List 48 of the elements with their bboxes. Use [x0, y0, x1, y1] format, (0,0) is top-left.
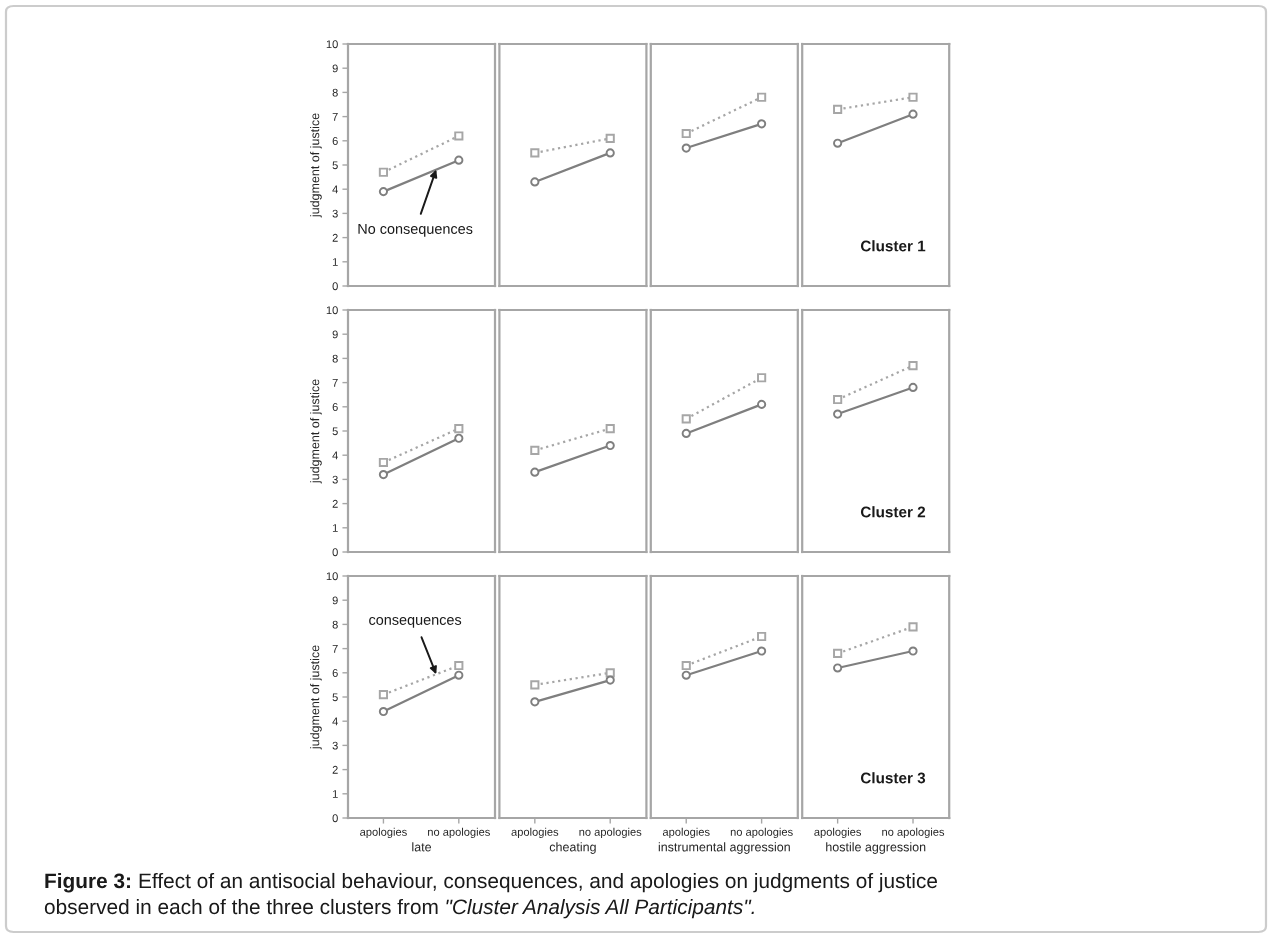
- point: [454, 155, 464, 165]
- text: observed in each of the three clusters from: [44, 898, 438, 915]
- point: [605, 675, 615, 685]
- point: [908, 92, 918, 102]
- point: [908, 382, 918, 393]
- point: [681, 414, 691, 424]
- point: [757, 92, 767, 102]
- point: [378, 187, 389, 197]
- caption: Figure 3:: [45, 872, 130, 893]
- point: [530, 467, 540, 477]
- point: [378, 690, 389, 700]
- point: [757, 119, 767, 129]
- point: [833, 409, 843, 419]
- point: [530, 445, 540, 455]
- point: [908, 361, 918, 371]
- point: [833, 394, 843, 405]
- point: [757, 631, 767, 642]
- point: [681, 660, 691, 671]
- point: [454, 660, 464, 671]
- point: [908, 109, 918, 119]
- point: [908, 622, 918, 632]
- point: [454, 670, 464, 680]
- point: [605, 668, 615, 678]
- point: [530, 697, 540, 707]
- point: [908, 646, 918, 656]
- point: [454, 131, 464, 141]
- point: [757, 646, 767, 656]
- point: [833, 648, 843, 659]
- point: [833, 138, 843, 148]
- point: [454, 424, 464, 434]
- point: [757, 373, 767, 383]
- point: [681, 128, 691, 139]
- point: [681, 428, 691, 438]
- point: [378, 469, 389, 480]
- point: [681, 143, 691, 153]
- point: [378, 457, 389, 468]
- point: [681, 670, 691, 680]
- point: [378, 706, 389, 717]
- text: Effect of an antisocial behaviour, consequences, and apologies on judgments of justice: [139, 872, 938, 893]
- point: [378, 167, 389, 177]
- point: [605, 440, 615, 451]
- point: [530, 680, 540, 690]
- point: [833, 663, 843, 673]
- text: "Cluster Analysis All Participants".: [446, 898, 754, 919]
- point: [833, 104, 843, 114]
- point: [757, 399, 767, 409]
- point: [454, 433, 464, 443]
- point: [605, 424, 615, 434]
